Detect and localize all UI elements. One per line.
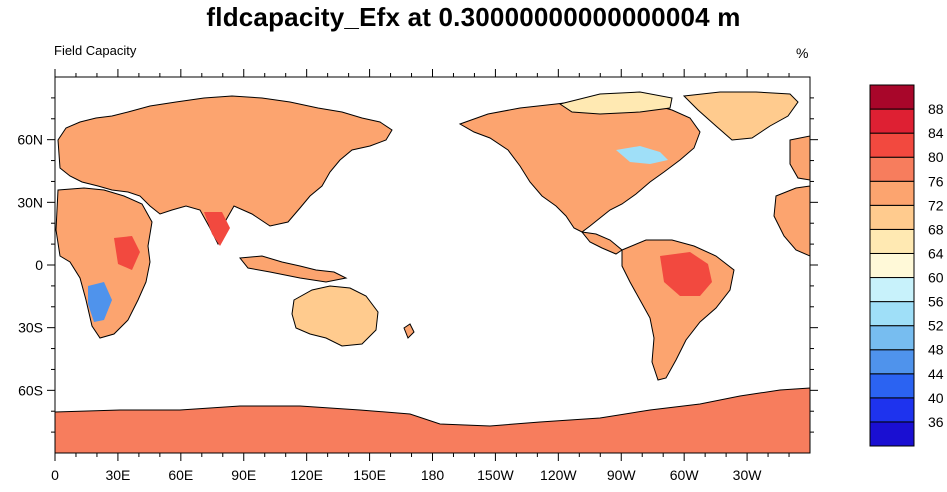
colorbar-label: 80 xyxy=(928,149,944,165)
land-antarctica xyxy=(55,387,810,453)
axes: 0 30E 60E 90E 120E 150E 180 150W 120W 90W 60W 30W 60… xyxy=(17,69,818,483)
land-north-america xyxy=(458,99,701,233)
land-australia xyxy=(291,285,379,347)
colorbar-label: 56 xyxy=(928,294,944,310)
x-tick-label: 90W xyxy=(607,467,637,483)
colorbar-swatch xyxy=(869,277,915,303)
colorbar-label: 68 xyxy=(928,221,944,237)
colorbar-swatch xyxy=(869,132,915,158)
y-tick-label: 0 xyxy=(35,257,43,273)
land-africa-west xyxy=(773,185,810,257)
colorbar-label: 44 xyxy=(928,366,944,382)
land-india xyxy=(204,212,230,246)
colorbar-label: 76 xyxy=(928,173,944,189)
land-central-america xyxy=(580,231,623,255)
land-africa xyxy=(55,187,153,339)
land-africa-red xyxy=(114,236,140,270)
colorbar-swatch xyxy=(869,397,915,423)
x-tick-label: 60W xyxy=(670,467,700,483)
colorbar-swatch xyxy=(869,373,915,399)
x-tick-label: 0 xyxy=(51,467,59,483)
x-tick-label: 120E xyxy=(290,467,323,483)
colorbar-label: 60 xyxy=(928,270,944,286)
y-tick-label: 60N xyxy=(17,132,43,148)
x-tick-label: 150E xyxy=(353,467,386,483)
y-tick-label: 30S xyxy=(18,320,43,336)
x-tick-label: 30W xyxy=(733,467,763,483)
land-nz xyxy=(403,323,415,339)
colorbar-label: 88 xyxy=(928,101,944,117)
x-tick-label: 30E xyxy=(105,467,130,483)
x-tick-label: 90E xyxy=(231,467,256,483)
colorbar-swatch xyxy=(869,421,915,447)
land-europe-west xyxy=(789,135,810,181)
colorbar-swatch xyxy=(869,180,915,206)
colorbar-swatch xyxy=(869,228,915,254)
x-tick-label: 180 xyxy=(421,467,445,483)
colorbar-swatch xyxy=(869,252,915,279)
y-tick-label: 30N xyxy=(17,194,43,210)
land-indonesia xyxy=(239,255,348,283)
colorbar-label: 48 xyxy=(928,342,944,358)
land-north-america-blue xyxy=(616,146,668,164)
colorbar-swatch xyxy=(869,325,915,351)
colorbar: 36 40 44 48 52 56 60 64 68 72 76 80 84 88 xyxy=(869,84,944,447)
land-eurasia xyxy=(57,95,393,246)
colorbar-label: 64 xyxy=(928,245,944,261)
y-tick-label: 60S xyxy=(18,382,43,398)
chart-subtitle: Field Capacity xyxy=(54,43,137,58)
units-label: % xyxy=(796,45,809,61)
colorbar-swatch xyxy=(869,204,915,230)
land-africa-blue xyxy=(88,282,112,322)
colorbar-swatch xyxy=(869,301,915,327)
colorbar-swatch xyxy=(869,349,915,375)
colorbar-label: 36 xyxy=(928,414,944,430)
colorbar-label: 40 xyxy=(928,390,944,406)
chart-title: fldcapacity_Efx at 0.30000000000000004 m xyxy=(206,2,741,32)
x-tick-label: 120W xyxy=(540,467,577,483)
colorbar-label: 84 xyxy=(928,125,944,141)
colorbar-swatch xyxy=(869,84,915,110)
colorbar-label: 52 xyxy=(928,318,944,334)
colorbar-swatch xyxy=(869,108,915,134)
x-tick-label: 60E xyxy=(168,467,193,483)
land-south-america-red xyxy=(660,252,712,296)
land-arctic-islands xyxy=(558,91,673,115)
land-greenland xyxy=(682,91,799,141)
colorbar-swatch xyxy=(869,156,915,182)
x-tick-label: 150W xyxy=(477,467,514,483)
colorbar-label: 72 xyxy=(928,197,944,213)
